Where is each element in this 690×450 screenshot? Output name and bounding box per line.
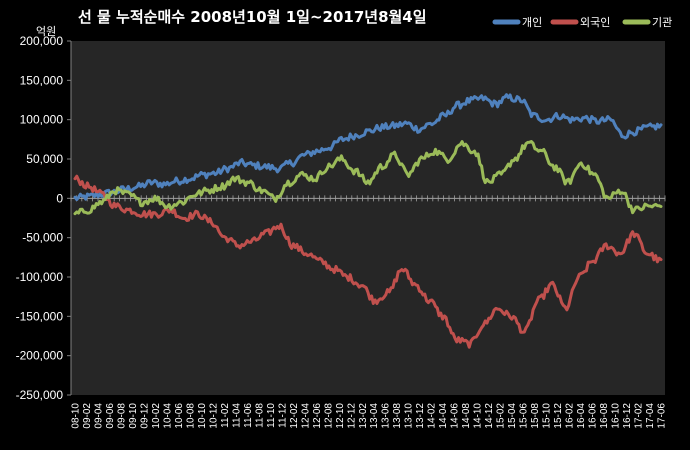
x-tick-label: 15-06 (519, 403, 530, 429)
series-line-foreign (73, 174, 663, 349)
x-tick-label: 17-06 (657, 403, 668, 429)
legend-label-individual: 개인 (522, 16, 542, 29)
x-tick-label: 16-06 (588, 403, 599, 429)
series-line-institution (73, 140, 663, 216)
x-tick-label: 11-10 (266, 403, 277, 428)
x-tick-label: 16-10 (611, 403, 622, 429)
x-tick-label: 13-06 (381, 403, 392, 429)
y-tick-label: -100,000 (16, 270, 64, 284)
y-tick-label: 0 (56, 191, 63, 205)
x-tick-label: 09-06 (105, 403, 116, 429)
y-tick-label: -150,000 (16, 309, 64, 323)
x-tick-label: 12-04 (300, 403, 311, 429)
x-tick-label: 13-12 (415, 403, 426, 429)
x-tick-label: 09-04 (93, 403, 104, 429)
x-tick-label: 15-10 (542, 403, 553, 429)
x-tick-label: 14-12 (484, 403, 495, 429)
y-tick-label: 100,000 (20, 113, 64, 127)
x-tick-label: 14-10 (473, 403, 484, 429)
x-tick-label: 12-10 (335, 403, 346, 429)
x-tick-label: 13-02 (358, 403, 369, 429)
x-tick-label: 11-04 (231, 403, 242, 428)
x-tick-label: 09-10 (128, 403, 139, 429)
y-tick-label: 50,000 (26, 152, 63, 166)
series-layer (73, 93, 663, 349)
x-tick-label: 10-08 (185, 403, 196, 429)
y-tick-label: -200,000 (16, 349, 64, 363)
x-tick-label: 12-08 (323, 403, 334, 429)
x-tick-label: 15-12 (553, 403, 564, 429)
x-tick-label: 17-04 (645, 403, 656, 429)
y-tick-label: 200,000 (20, 34, 64, 48)
x-tick-label: 11-06 (243, 403, 254, 428)
x-tick-label: 10-04 (162, 403, 173, 429)
x-tick-label: 14-06 (450, 403, 461, 429)
x-tick-label: 14-04 (438, 403, 449, 429)
x-tick-label: 15-04 (507, 403, 518, 429)
y-axis: 200,000 150,000 100,000 50,000 0 -50,000 -100,… (16, 34, 72, 402)
x-tick-label: 10-10 (197, 403, 208, 429)
x-tick-label: 17-02 (634, 403, 645, 429)
x-tick-label: 10-12 (208, 403, 219, 429)
chart-title: 선 물 누적순매수 2008년10월 1일~2017년8월4일 (78, 8, 427, 26)
legend-label-foreign: 외국인 (580, 16, 610, 29)
x-axis: 08-10 09-02 09-04 09-06 09-08 09-10 09-12 10-02… (71, 195, 668, 429)
x-tick-label: 13-10 (404, 403, 415, 429)
series-line-individual (73, 93, 663, 202)
y-tick-label: 150,000 (20, 73, 64, 87)
x-tick-label: 11-02 (220, 403, 231, 428)
x-tick-label: 12-12 (346, 403, 357, 429)
x-tick-label: 11-12 (277, 403, 288, 428)
x-tick-label: 13-04 (369, 403, 380, 429)
x-tick-label: 10-02 (151, 403, 162, 429)
x-tick-label: 08-10 (71, 403, 82, 429)
x-tick-label: 13-08 (392, 403, 403, 429)
x-tick-label: 16-04 (576, 403, 587, 429)
x-tick-label: 14-08 (461, 403, 472, 429)
plot-area (71, 41, 665, 395)
x-tick-label: 15-02 (496, 403, 507, 429)
x-tick-label: 12-02 (289, 403, 300, 429)
x-tick-label: 16-02 (565, 403, 576, 429)
unit-label: 억원 (36, 25, 56, 38)
x-tick-label: 09-12 (139, 403, 150, 429)
x-tick-label: 10-06 (174, 403, 185, 429)
x-tick-label: 11-08 (254, 403, 265, 428)
y-tick-label: -50,000 (22, 231, 63, 245)
x-tick-label: 14-02 (427, 403, 438, 429)
legend-label-institution: 기관 (652, 16, 672, 29)
y-tick-label: -250,000 (16, 388, 64, 402)
legend: 개인 외국인 기관 (492, 16, 672, 29)
x-tick-label: 12-06 (312, 403, 323, 429)
x-tick-label: 09-02 (82, 403, 93, 429)
x-tick-label: 15-08 (530, 403, 541, 429)
x-tick-label: 16-12 (622, 403, 633, 429)
x-tick-label: 16-08 (599, 403, 610, 429)
x-tick-label: 09-08 (116, 403, 127, 429)
